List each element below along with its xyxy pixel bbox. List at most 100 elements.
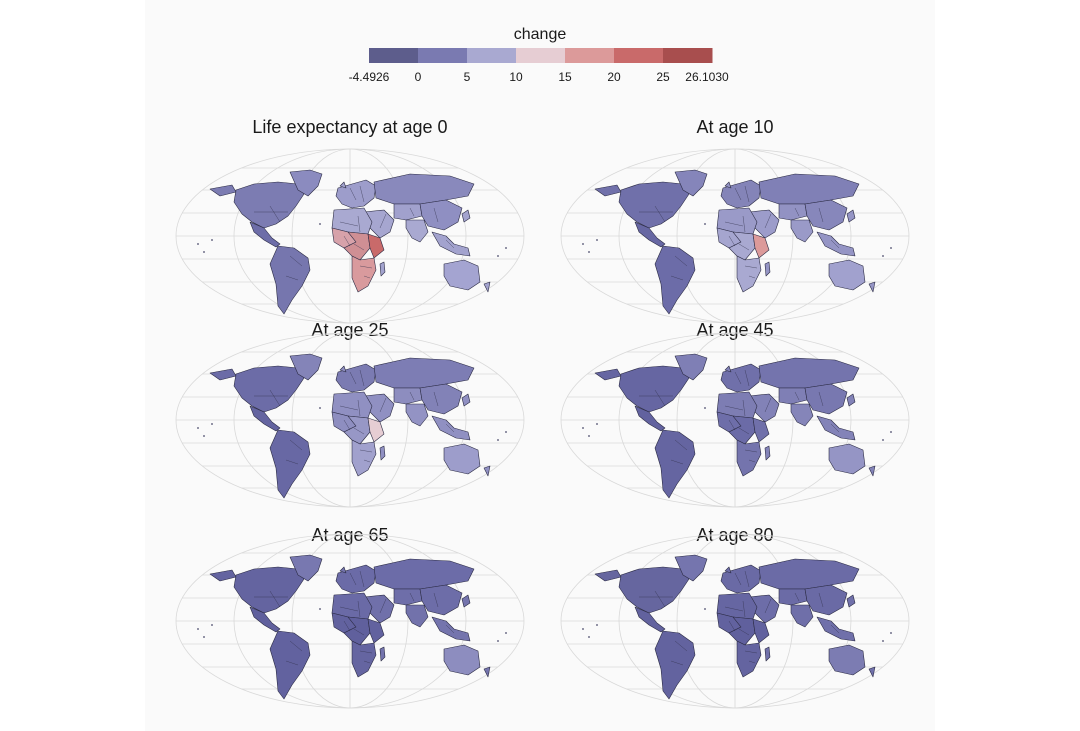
region-central-asia: [393, 387, 423, 405]
small-island: [497, 255, 499, 257]
small-island: [497, 439, 499, 441]
map-panel: At age 25: [175, 320, 525, 508]
small-island: [704, 223, 706, 225]
small-island: [588, 435, 590, 437]
small-island: [211, 624, 213, 626]
legend-bin: [467, 48, 517, 63]
small-island: [704, 608, 706, 610]
region-russia: [758, 173, 860, 205]
region-islands: [339, 181, 491, 293]
region-north-america: [209, 365, 305, 413]
legend-tick-label: 26.1030: [685, 70, 729, 84]
region-central-asia: [778, 387, 808, 405]
small-island: [505, 431, 507, 433]
panel-title: At age 10: [696, 117, 773, 137]
region-greenland: [674, 353, 708, 381]
region-southeast-asia: [816, 231, 856, 257]
region-islands: [724, 181, 876, 293]
region-south-asia: [790, 403, 814, 427]
graticule: [175, 148, 525, 324]
region-central-america: [249, 405, 281, 432]
region-southern-africa: [351, 255, 377, 293]
small-island: [505, 247, 507, 249]
small-island: [588, 636, 590, 638]
world-map: [175, 148, 525, 324]
region-central-asia: [393, 203, 423, 221]
region-north-america: [594, 365, 690, 413]
region-south-asia: [790, 604, 814, 628]
region-central-america: [634, 606, 666, 633]
region-southeast-asia: [431, 415, 471, 441]
legend-tick-label: 20: [607, 70, 621, 84]
region-southern-africa: [736, 255, 762, 293]
country-borders: [254, 369, 455, 465]
small-island: [197, 427, 199, 429]
world-map: [560, 533, 910, 709]
small-island: [203, 251, 205, 253]
small-island: [704, 407, 706, 409]
region-south-america: [654, 245, 696, 315]
region-australia: [828, 644, 866, 676]
small-island: [197, 243, 199, 245]
panel-title: At age 25: [311, 320, 388, 340]
map-panel: At age 65: [175, 525, 525, 709]
small-island: [890, 431, 892, 433]
region-europe: [335, 363, 377, 393]
region-east-africa: [367, 618, 385, 644]
region-russia: [758, 357, 860, 389]
region-east-asia: [804, 383, 848, 415]
region-southern-africa: [736, 640, 762, 678]
region-southern-africa: [351, 640, 377, 678]
legend-tick-label: -4.4926: [349, 70, 390, 84]
small-island: [596, 423, 598, 425]
country-borders: [254, 185, 455, 281]
region-russia: [373, 173, 475, 205]
small-island: [505, 632, 507, 634]
small-island: [319, 608, 321, 610]
region-russia: [373, 357, 475, 389]
small-island: [203, 636, 205, 638]
region-islands: [724, 365, 876, 477]
small-island: [588, 251, 590, 253]
panel-title: Life expectancy at age 0: [252, 117, 447, 137]
region-south-america: [269, 245, 311, 315]
region-central-asia: [778, 588, 808, 606]
region-north-america: [594, 566, 690, 614]
country-borders: [254, 570, 455, 666]
region-greenland: [674, 554, 708, 582]
region-australia: [828, 443, 866, 475]
legend-tick-label: 15: [558, 70, 572, 84]
small-island: [211, 423, 213, 425]
region-southeast-asia: [431, 616, 471, 642]
region-central-asia: [778, 203, 808, 221]
world-map: [560, 148, 910, 324]
world-map: [175, 533, 525, 709]
region-greenland: [289, 169, 323, 197]
region-europe: [720, 363, 762, 393]
country-borders: [639, 570, 840, 666]
region-australia: [443, 443, 481, 475]
small-island: [497, 640, 499, 642]
small-island: [582, 427, 584, 429]
region-east-asia: [419, 584, 463, 616]
region-greenland: [674, 169, 708, 197]
region-southeast-asia: [816, 415, 856, 441]
region-south-asia: [405, 219, 429, 243]
legend-bin: [614, 48, 664, 63]
region-islands: [724, 566, 876, 678]
region-east-africa: [752, 233, 770, 259]
map-panels: Life expectancy at age 0 At age 10 At age …: [175, 117, 910, 709]
country-borders: [639, 185, 840, 281]
world-map: [175, 332, 525, 508]
legend-ticks: -4.4926 0 5 10 15 20 25 26.1030: [349, 70, 729, 84]
region-greenland: [289, 554, 323, 582]
region-europe: [720, 564, 762, 594]
region-east-asia: [419, 383, 463, 415]
small-island: [596, 239, 598, 241]
region-south-asia: [405, 403, 429, 427]
region-europe: [335, 179, 377, 209]
region-central-america: [249, 606, 281, 633]
small-island: [882, 255, 884, 257]
region-east-asia: [419, 199, 463, 231]
small-island: [582, 243, 584, 245]
